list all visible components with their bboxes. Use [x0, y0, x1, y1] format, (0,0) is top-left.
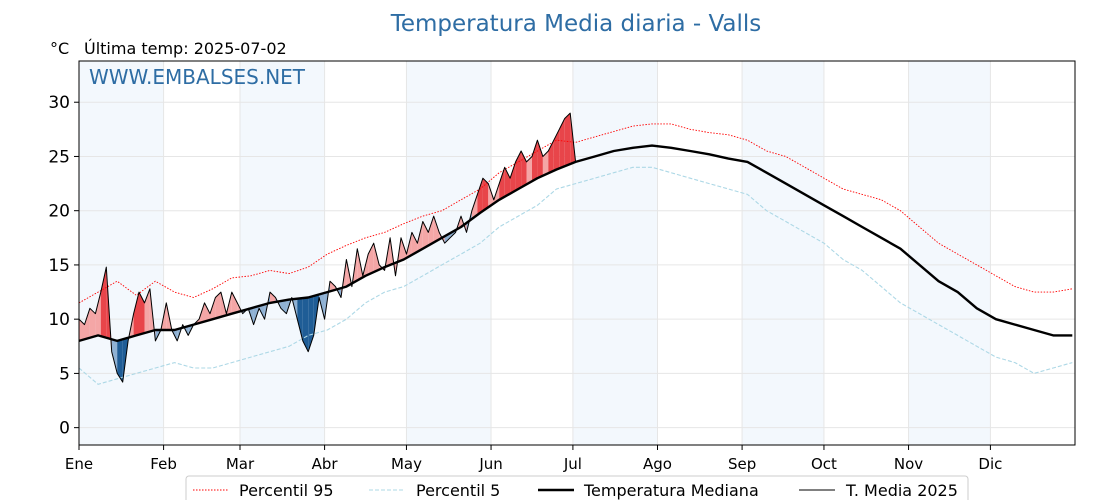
- above-median-fill: [504, 167, 511, 197]
- x-tick-label: Nov: [894, 455, 923, 473]
- above-median-fill: [368, 243, 374, 275]
- y-tick-label: 0: [59, 419, 70, 439]
- x-tick-label: Sep: [728, 455, 756, 473]
- unit-label: °C: [50, 39, 69, 58]
- above-median-fill: [488, 183, 494, 208]
- last-temp-label: Última temp: 2025-07-02: [84, 39, 287, 58]
- above-median-fill: [564, 113, 571, 167]
- above-median-fill: [417, 221, 423, 252]
- month-band: [406, 61, 492, 445]
- series-lines: [78, 112, 1073, 385]
- above-median-fill: [428, 216, 434, 246]
- x-tick-label: Abr: [312, 455, 339, 473]
- p5-line: [78, 166, 1073, 385]
- y-tick-label: 20: [48, 202, 70, 222]
- above-median-fill: [471, 194, 478, 219]
- above-median-fill: [79, 319, 85, 341]
- watermark: WWW.EMBALSES.NET: [89, 65, 306, 89]
- legend-p5-label: Percentil 5: [416, 481, 500, 500]
- month-band: [79, 61, 164, 445]
- above-median-fill: [532, 140, 538, 182]
- p95-line: [78, 123, 1073, 304]
- below-median-fill: [117, 339, 123, 383]
- above-median-fill: [433, 216, 440, 243]
- legend-median-label: Temperatura Mediana: [583, 481, 759, 500]
- x-axis: Ene Feb Mar Abr May Jun Jul Ago Sep Oct Nov Dic: [65, 445, 1002, 473]
- legend-box: [185, 475, 969, 504]
- x-tick-label: May: [391, 455, 422, 473]
- month-band: [239, 61, 325, 445]
- below-median-fill: [280, 300, 287, 314]
- current-year-line: [78, 112, 577, 383]
- month-band: [908, 61, 991, 445]
- chart-title: Temperatura Media diaria - Valls: [390, 11, 762, 37]
- grid-lines: [78, 61, 1075, 445]
- above-median-fill: [526, 156, 532, 185]
- month-band: [572, 61, 658, 445]
- month-bands: [79, 61, 991, 445]
- above-median-fill: [537, 140, 543, 179]
- legend-current-year-label: T. Media 2025: [845, 481, 958, 500]
- y-tick-label: 5: [59, 364, 70, 384]
- x-tick-label: Ene: [65, 455, 93, 473]
- x-tick-label: Mar: [226, 455, 255, 473]
- y-tick-label: 10: [48, 310, 70, 330]
- x-tick-label: Oct: [811, 455, 837, 473]
- above-median-fill: [510, 161, 516, 194]
- legend: Percentil 95 Percentil 5 Temperatura Media…: [185, 475, 969, 504]
- x-tick-label: Jun: [478, 455, 502, 473]
- below-median-fill: [308, 295, 314, 352]
- y-axis: 0 5 10 15 20 25 30: [48, 93, 79, 439]
- x-tick-label: Dic: [978, 455, 1002, 473]
- above-median-fill: [133, 292, 139, 337]
- x-tick-label: Feb: [150, 455, 177, 473]
- x-tick-label: Jul: [563, 455, 582, 473]
- below-median-fill: [111, 339, 118, 374]
- above-median-fill: [139, 292, 145, 335]
- x-tick-label: Ago: [643, 455, 672, 473]
- y-tick-label: 30: [48, 93, 70, 113]
- above-median-fill: [559, 118, 565, 169]
- above-median-fill: [89, 308, 96, 338]
- above-median-fill: [542, 151, 549, 176]
- above-median-fill: [553, 129, 560, 171]
- above-median-fill: [270, 292, 276, 303]
- above-median-fill: [95, 292, 101, 337]
- above-median-fill: [215, 292, 221, 319]
- above-median-fill: [499, 167, 505, 200]
- below-median-fill: [297, 298, 303, 341]
- y-tick-label: 15: [48, 256, 70, 276]
- above-median-fill: [477, 178, 483, 215]
- plot-frame: [78, 60, 1076, 446]
- above-median-fill: [482, 178, 489, 211]
- above-median-fill: [231, 292, 238, 314]
- above-median-fill: [411, 232, 418, 255]
- month-band: [742, 61, 824, 445]
- legend-p95-label: Percentil 95: [239, 481, 334, 500]
- above-median-fill: [422, 221, 429, 249]
- above-median-fill: [401, 237, 407, 261]
- y-tick-label: 25: [48, 147, 70, 167]
- above-median-fill: [100, 267, 107, 338]
- above-median-fill: [84, 308, 90, 340]
- above-median-fill: [204, 302, 210, 322]
- above-median-fill: [330, 281, 336, 292]
